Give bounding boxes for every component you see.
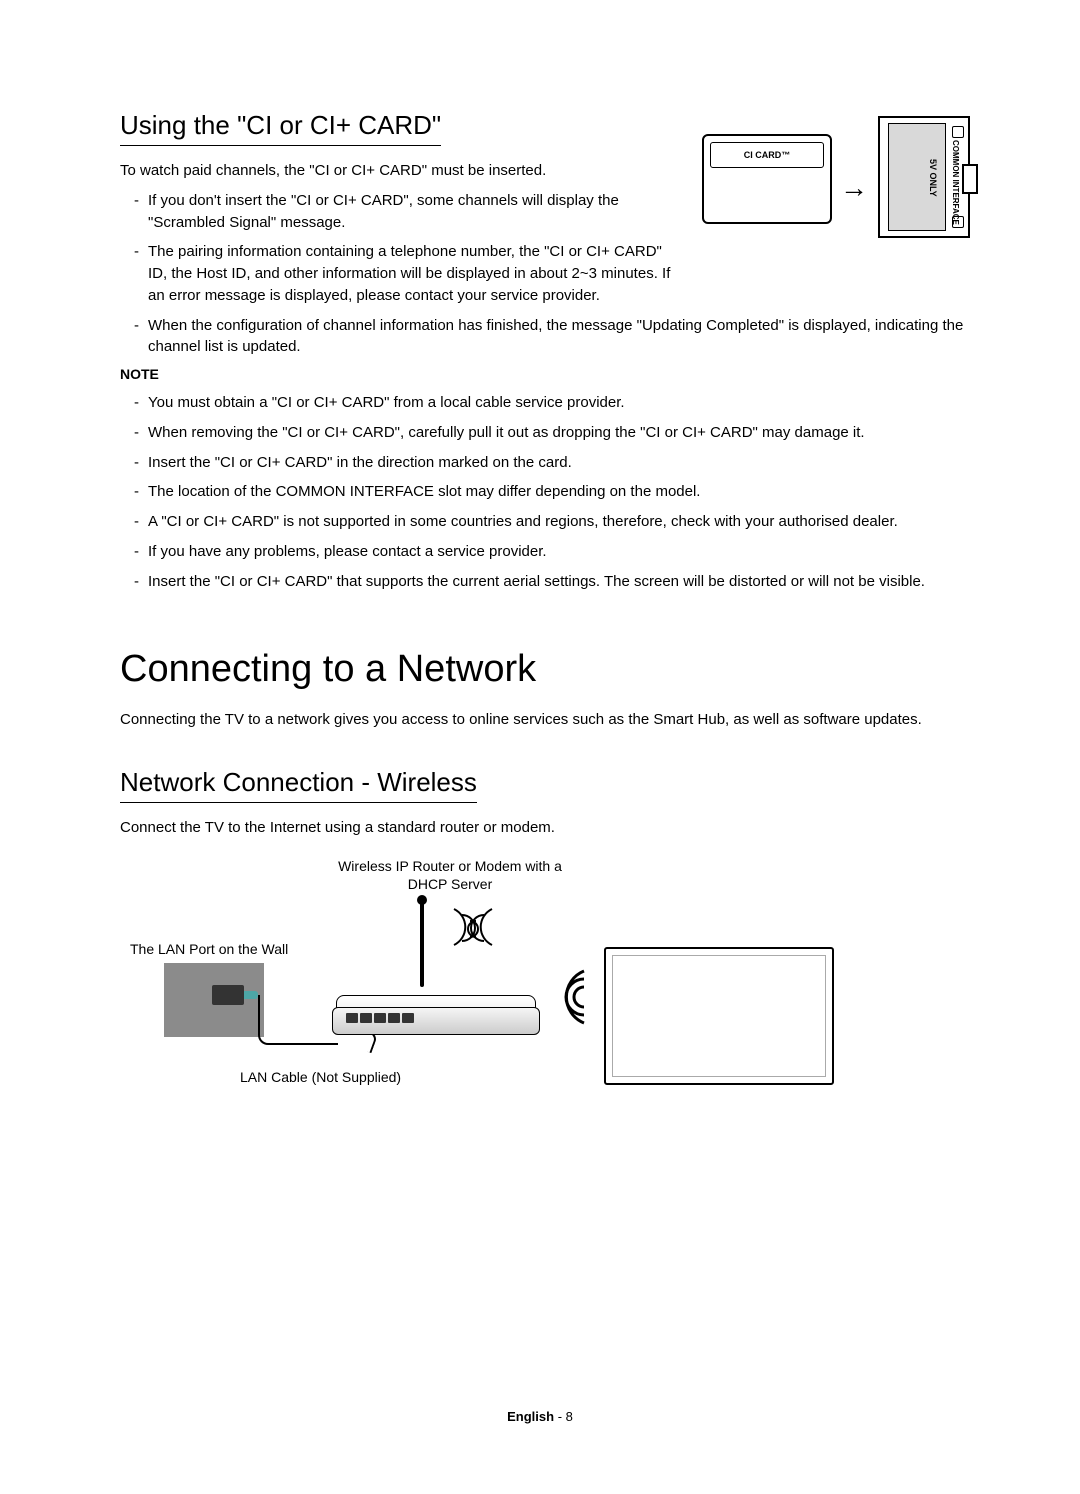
section1-top-bullets: If you don't insert the "CI or CI+ CARD"…	[120, 190, 680, 307]
footer-page: 8	[566, 1409, 573, 1424]
ci-card-diagram: CI CARD™ → 5V ONLY COMMON INTERFACE	[702, 116, 970, 238]
page-footer: English - 8	[0, 1409, 1080, 1424]
section-heading-ci: Using the "CI or CI+ CARD"	[120, 110, 441, 146]
router-label: Wireless IP Router or Modem with a DHCP …	[320, 857, 580, 893]
note-item: If you have any problems, please contact…	[134, 541, 970, 563]
router-antenna	[420, 901, 424, 987]
slot-label-common: COMMON INTERFACE	[951, 140, 960, 232]
arrow-icon: →	[840, 172, 868, 204]
section1-full-bullets: When the configuration of channel inform…	[120, 315, 970, 359]
note-item: When removing the "CI or CI+ CARD", care…	[134, 422, 970, 444]
slot-label-5v: 5V ONLY	[928, 128, 938, 228]
note-item: Insert the "CI or CI+ CARD" that support…	[134, 571, 970, 593]
lan-plug-icon	[212, 985, 244, 1005]
lanport-label: The LAN Port on the Wall	[130, 941, 288, 957]
slot-tab	[952, 126, 964, 138]
ci-card-label: CI CARD™	[710, 142, 824, 168]
ci-card-shape: CI CARD™	[702, 134, 832, 224]
lan-cable-line	[258, 995, 338, 1045]
note-item: A "CI or CI+ CARD" is not supported in s…	[134, 511, 970, 533]
chapter-heading: Connecting to a Network	[120, 648, 970, 691]
tv-shape	[604, 947, 834, 1085]
footer-lang: English	[507, 1409, 554, 1424]
wifi-waves-right-icon	[446, 901, 500, 955]
lancable-label: LAN Cable (Not Supplied)	[240, 1069, 401, 1085]
section-heading-wireless: Network Connection - Wireless	[120, 767, 477, 803]
note-label: NOTE	[120, 366, 970, 382]
note-item: The location of the COMMON INTERFACE slo…	[134, 481, 970, 503]
wifi-waves-left-icon	[536, 967, 592, 1031]
bullet: When the configuration of channel inform…	[134, 315, 970, 359]
section2-intro: Connect the TV to the Internet using a s…	[120, 817, 970, 839]
router-shape	[332, 977, 542, 1041]
note-item: Insert the "CI or CI+ CARD" in the direc…	[134, 452, 970, 474]
section1-intro: To watch paid channels, the "CI or CI+ C…	[120, 160, 680, 182]
network-diagram: Wireless IP Router or Modem with a DHCP …	[120, 857, 960, 1097]
footer-sep: -	[554, 1409, 566, 1424]
chapter-intro: Connecting the TV to a network gives you…	[120, 709, 970, 731]
note-item: You must obtain a "CI or CI+ CARD" from …	[134, 392, 970, 414]
note-list: You must obtain a "CI or CI+ CARD" from …	[120, 392, 970, 592]
slot-connector	[962, 164, 978, 194]
bullet: If you don't insert the "CI or CI+ CARD"…	[134, 190, 680, 234]
bullet: The pairing information containing a tel…	[134, 241, 680, 306]
ci-slot-shape: 5V ONLY COMMON INTERFACE	[878, 116, 970, 238]
